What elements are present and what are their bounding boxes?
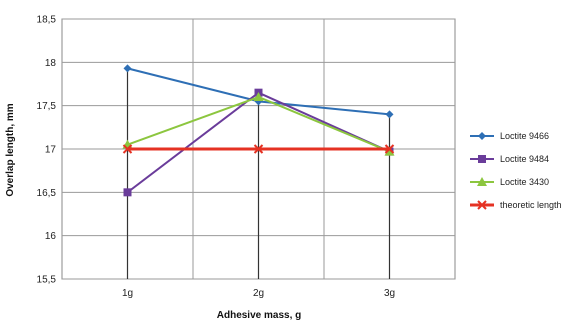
data-point [122, 144, 133, 154]
series-loctite-9466 [123, 64, 394, 119]
y-tick-label: 17,5 [37, 101, 57, 112]
x-axis-ticks: 1g 2g 3g [122, 288, 395, 299]
x-axis-title: Adhesive mass, g [217, 310, 301, 321]
legend-label: Loctite 3430 [500, 177, 549, 187]
x-tick-label: 2g [253, 288, 264, 299]
x-tick-label: 1g [122, 288, 133, 299]
legend-item: Loctite 3430 [470, 177, 549, 187]
y-tick-label: 17 [45, 145, 57, 156]
data-point [253, 92, 264, 101]
data-point [384, 144, 395, 154]
data-point [253, 144, 264, 154]
data-point [384, 146, 395, 156]
data-point [385, 110, 394, 119]
y-tick-label: 18,5 [37, 15, 57, 26]
data-point [123, 188, 132, 197]
x-tick-label: 3g [384, 288, 395, 299]
y-tick-label: 18 [45, 58, 57, 69]
legend-label: Loctite 9484 [500, 154, 549, 164]
legend-label: Loctite 9466 [500, 131, 549, 141]
y-axis-title: Overlap length, mm [5, 103, 16, 196]
y-tick-label: 15,5 [37, 275, 57, 286]
y-tick-label: 16,5 [37, 188, 57, 199]
drop-lines [126, 68, 391, 279]
series-theoretic-length [122, 144, 395, 154]
legend-item: Loctite 9466 [470, 131, 549, 141]
legend-marker [477, 200, 487, 210]
data-point [123, 64, 132, 73]
legend-marker [478, 155, 486, 163]
legend-item: theoretic length [470, 200, 562, 210]
y-tick-label: 16 [45, 231, 57, 242]
y-axis-ticks: 15,5 16 16,5 17 17,5 18 18,5 [37, 15, 57, 286]
legend-item: Loctite 9484 [470, 154, 549, 164]
legend-marker [478, 132, 486, 140]
legend: Loctite 9466 Loctite 9484 Loctite 3430 theo… [470, 131, 562, 210]
legend-label: theoretic length [500, 200, 562, 210]
series [122, 64, 395, 197]
legend-marker [477, 177, 487, 186]
